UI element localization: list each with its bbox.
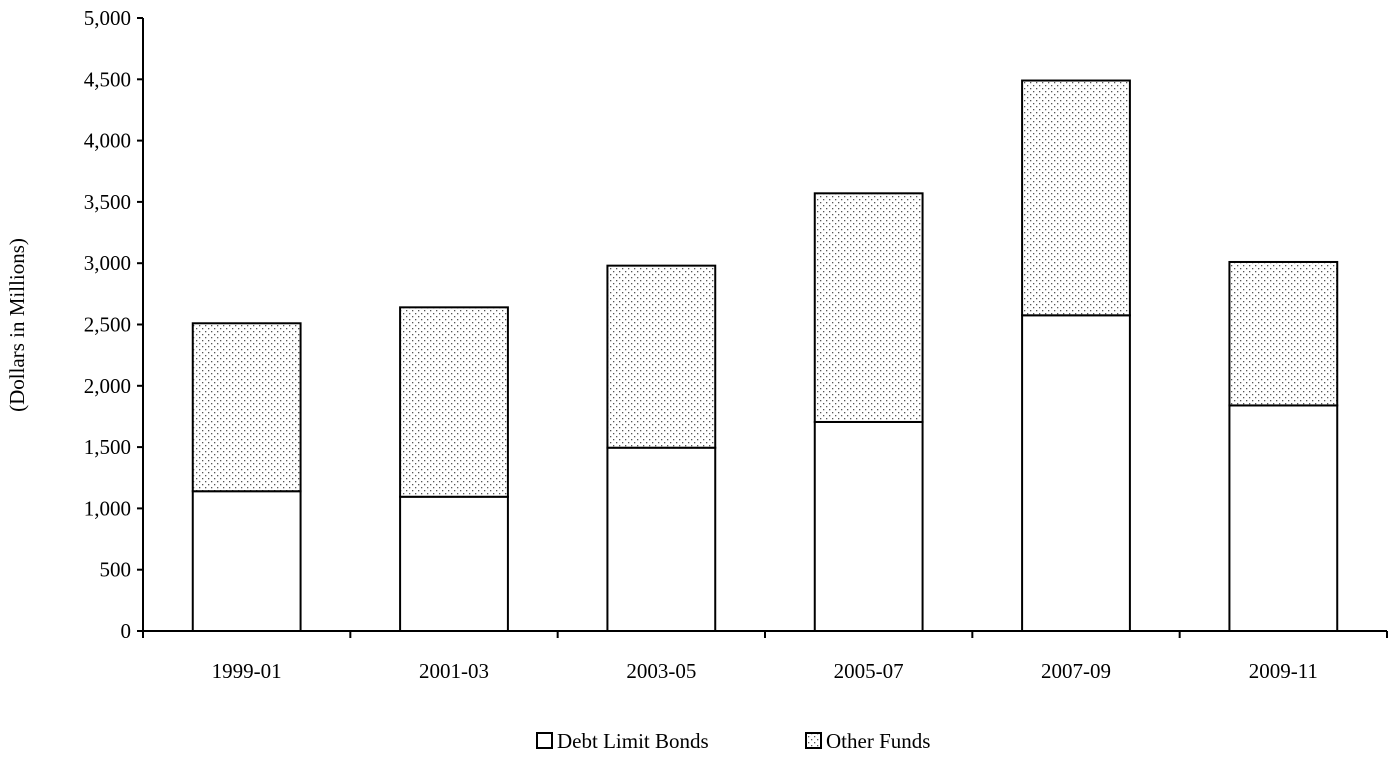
y-tick-label: 2,500 [84,313,131,337]
x-tick-label: 2001-03 [419,659,489,683]
legend-swatch [536,732,553,749]
x-tick-label: 2007-09 [1041,659,1111,683]
y-tick-label: 1,000 [84,496,131,520]
bars [191,79,1339,633]
bar-debt-limit-bonds [191,490,302,632]
bar-debt-limit-bonds [813,420,924,633]
y-tick-label: 4,500 [84,67,131,91]
y-axis-title: (Dollars in Millions) [5,238,29,412]
y-tick-label: 4,000 [84,129,131,153]
x-axis: 1999-01 2001-03 2003-05 2005-07 2007-09 2009-… [142,630,1388,683]
x-tick-label: 2003-05 [626,659,696,683]
bar-other-funds [1228,260,1339,407]
legend-label: Debt Limit Bonds [557,729,709,753]
bar-debt-limit-bonds [399,495,509,632]
bar-other-funds [1021,79,1131,317]
y-tick-label: 500 [100,558,132,582]
bar-debt-limit-bonds [606,446,717,633]
bar-debt-limit-bonds [1021,314,1131,632]
y-tick-label: 0 [121,619,132,643]
bar-other-funds [399,306,509,498]
bar-other-funds [813,192,924,423]
y-tick-label: 2,000 [84,374,131,398]
y-tick-label: 3,500 [84,190,131,214]
bar-other-funds [606,264,717,449]
bar-debt-limit-bonds [1228,404,1339,632]
legend-swatch [805,732,822,749]
y-tick-label: 1,500 [84,435,131,459]
x-tick-label: 1999-01 [212,659,282,683]
y-tick-label: 5,000 [84,6,131,30]
y-axis: 0 500 1,000 1,500 2,000 2,500 3,000 3,500 4,000 4… [84,6,144,643]
legend: Debt Limit Bonds Other Funds [536,729,930,753]
legend-label: Other Funds [826,729,930,753]
bar-other-funds [191,322,302,493]
y-tick-label: 3,000 [84,251,131,275]
x-tick-label: 2005-07 [834,659,904,683]
x-tick-label: 2009-11 [1249,659,1318,683]
